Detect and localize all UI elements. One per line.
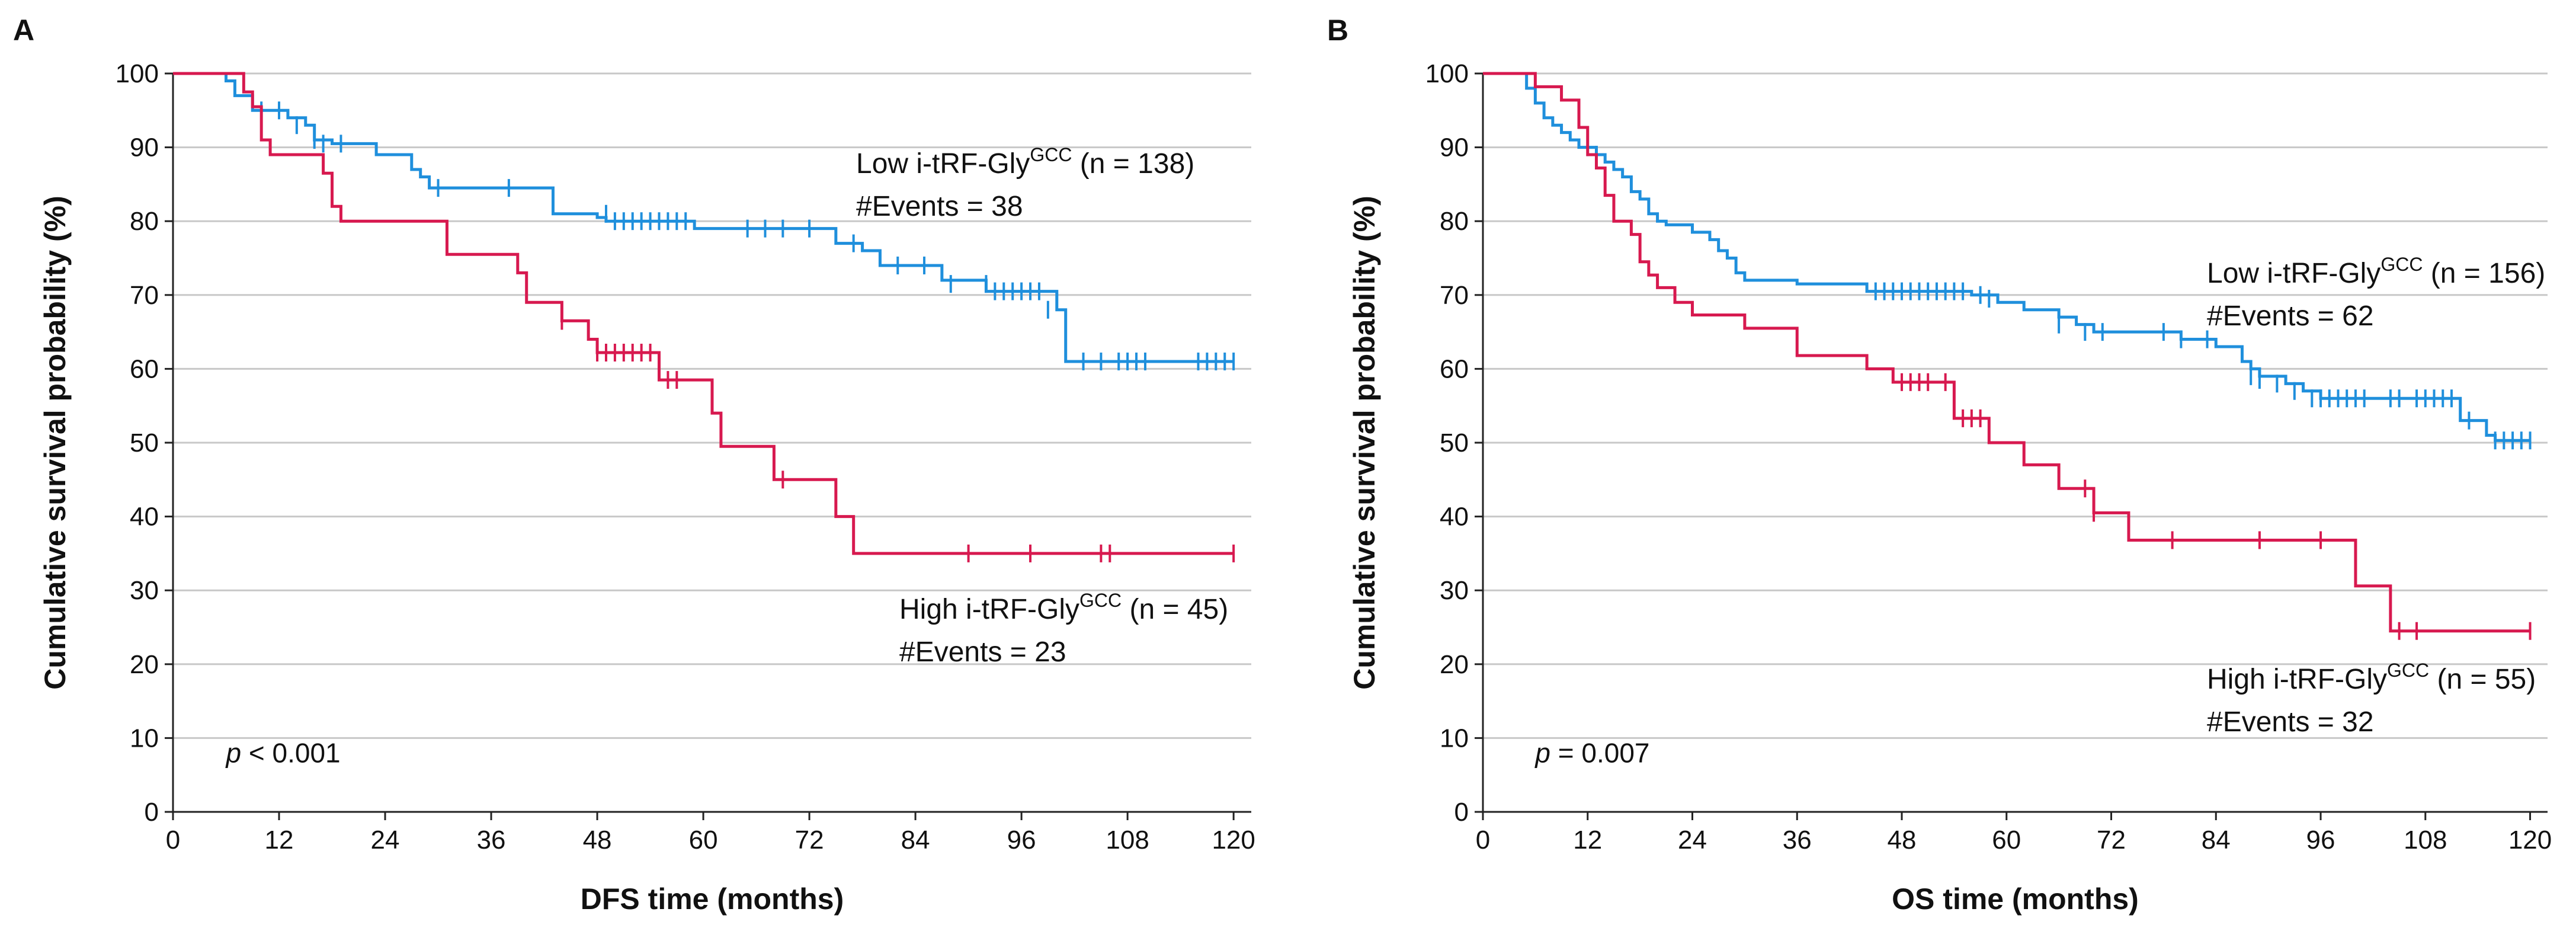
series-high [1483, 72, 2532, 640]
x-tick-label: 96 [2306, 826, 2335, 855]
y-axis-title: Cumulative survival probability (%) [39, 196, 72, 690]
series-label-high: High i-tRF-GlyGCC (n = 45) [899, 590, 1228, 625]
series-high [173, 72, 1235, 562]
survival-curve-high [173, 72, 1234, 555]
y-tick-label: 10 [1440, 724, 1469, 753]
x-tick-label: 48 [583, 826, 612, 855]
p-value-text: = 0.007 [1550, 737, 1650, 768]
x-tick-label: 12 [1573, 826, 1602, 855]
x-tick-label: 120 [2508, 826, 2552, 855]
y-tick-label: 90 [1440, 133, 1469, 162]
x-axis-title: OS time (months) [1892, 882, 2139, 916]
series-label-low: Low i-tRF-GlyGCC (n = 156) [2207, 254, 2545, 289]
y-tick-label: 20 [1440, 650, 1469, 679]
x-tick-label: 72 [795, 826, 824, 855]
y-tick-label: 0 [1454, 798, 1469, 827]
p-value-symbol: p [225, 737, 242, 768]
events-label-low: #Events = 38 [856, 191, 1023, 222]
y-tick-label: 80 [1440, 207, 1469, 236]
series-low [173, 72, 1235, 370]
x-tick-label: 48 [1888, 826, 1917, 855]
x-tick-label: 0 [1476, 826, 1490, 855]
series-label-n: (n = 156) [2423, 258, 2545, 289]
series-label-n: (n = 55) [2429, 664, 2536, 695]
series-label-superscript: GCC [2387, 660, 2429, 681]
series-label-main: High i-tRF-Gly [2207, 664, 2387, 695]
y-tick-label: 50 [1440, 428, 1469, 457]
x-tick-label: 24 [371, 826, 400, 855]
series-label-superscript: GCC [1079, 590, 1122, 611]
panel-letter: B [1327, 14, 1348, 47]
y-tick-label: 30 [1440, 576, 1469, 605]
y-tick-label: 10 [130, 724, 159, 753]
x-tick-label: 60 [689, 826, 718, 855]
x-tick-label: 84 [2202, 826, 2231, 855]
events-label-high: #Events = 32 [2207, 706, 2374, 738]
p-value-text: < 0.001 [241, 737, 341, 768]
y-tick-label: 90 [130, 133, 159, 162]
y-tick-label: 80 [130, 207, 159, 236]
x-tick-label: 108 [2404, 826, 2447, 855]
x-tick-label: 108 [1106, 826, 1149, 855]
p-value: p = 0.007 [1534, 737, 1649, 768]
y-tick-label: 70 [130, 281, 159, 310]
survival-curve-low [1483, 72, 2530, 442]
y-tick-label: 60 [1440, 354, 1469, 383]
p-value: p < 0.001 [225, 737, 341, 768]
survival-curve-high [1483, 72, 2530, 633]
x-tick-label: 84 [901, 826, 930, 855]
x-tick-label: 36 [1783, 826, 1812, 855]
y-tick-label: 40 [1440, 503, 1469, 532]
y-axis-title: Cumulative survival probability (%) [1348, 196, 1381, 690]
x-axis-title: DFS time (months) [581, 882, 844, 916]
series-label-n: (n = 45) [1122, 594, 1228, 625]
y-tick-label: 30 [130, 576, 159, 605]
y-tick-label: 70 [1440, 281, 1469, 310]
series-label-high: High i-tRF-GlyGCC (n = 55) [2207, 660, 2536, 695]
series-label-superscript: GCC [1030, 144, 1072, 165]
survival-curve-low [173, 72, 1234, 363]
series-low [1483, 72, 2532, 450]
y-tick-label: 0 [145, 798, 159, 827]
x-tick-label: 96 [1007, 826, 1036, 855]
series-label-superscript: GCC [2380, 254, 2423, 275]
events-label-low: #Events = 62 [2207, 300, 2374, 332]
y-tick-label: 100 [116, 59, 159, 88]
panel-letter: A [13, 14, 34, 47]
y-tick-label: 100 [1425, 59, 1469, 88]
series-label-main: Low i-tRF-Gly [2207, 258, 2380, 289]
events-label-high: #Events = 23 [899, 636, 1066, 668]
series-label-main: High i-tRF-Gly [899, 594, 1079, 625]
x-tick-label: 120 [1212, 826, 1255, 855]
x-tick-label: 12 [265, 826, 294, 855]
y-tick-label: 60 [130, 354, 159, 383]
x-tick-label: 24 [1678, 826, 1707, 855]
y-tick-label: 50 [130, 428, 159, 457]
panel-a: A 0 10 20 30 40 50 60 70 80 90 100 0 12 24 36 48 60 72 84 96… [13, 14, 1255, 916]
x-tick-label: 0 [166, 826, 180, 855]
x-tick-label: 36 [477, 826, 506, 855]
series-label-low: Low i-tRF-GlyGCC (n = 138) [856, 144, 1194, 180]
series-label-n: (n = 138) [1072, 148, 1194, 180]
x-tick-label: 72 [2097, 826, 2126, 855]
x-tick-label: 60 [1992, 826, 2021, 855]
series-label-main: Low i-tRF-Gly [856, 148, 1030, 180]
panel-b: B 0 10 20 30 40 50 60 70 80 90 100 0 12 24 36 48 60 72 84 96… [1327, 14, 2552, 916]
y-tick-label: 40 [130, 503, 159, 532]
y-tick-label: 20 [130, 650, 159, 679]
p-value-symbol: p [1534, 737, 1550, 768]
